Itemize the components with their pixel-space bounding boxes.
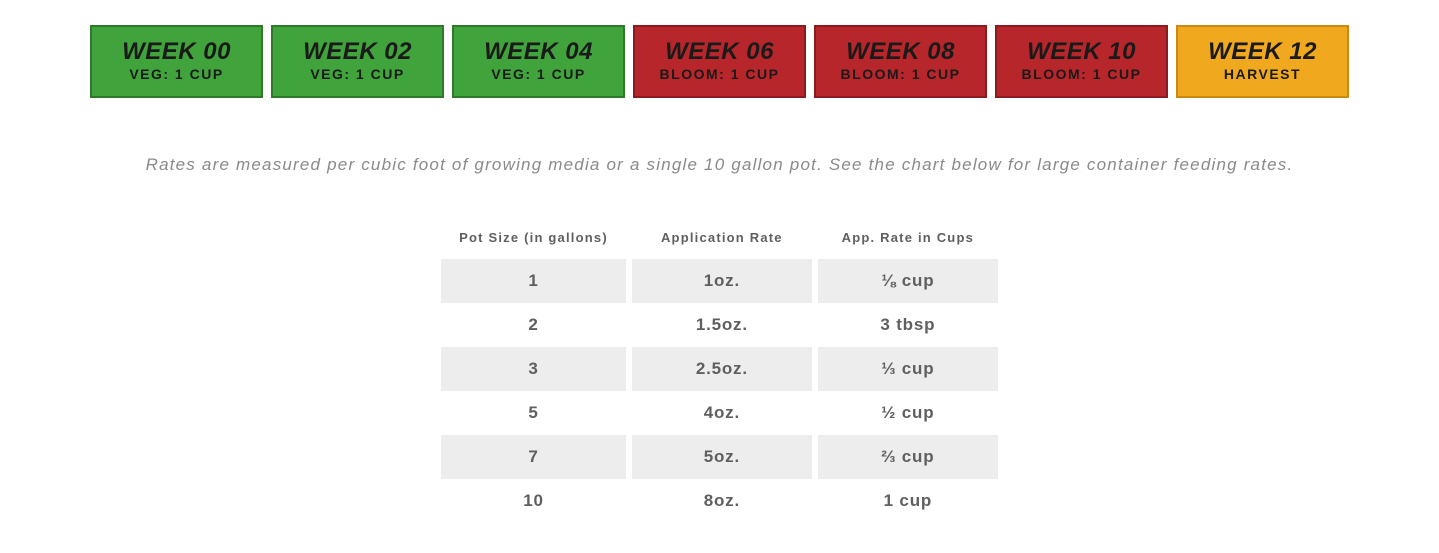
rate-table-cell: 1 [441, 259, 626, 303]
week-title: WEEK 12 [1184, 39, 1341, 64]
week-title: WEEK 10 [1003, 39, 1160, 64]
week-card-0: WEEK 00 VEG: 1 CUP [90, 25, 263, 98]
week-title: WEEK 02 [279, 39, 436, 64]
rate-table-cell: 8oz. [632, 479, 812, 523]
rate-table-cell: 5 [441, 391, 626, 435]
rate-table-header-cell: Application Rate [632, 224, 812, 259]
week-card-3: WEEK 06 BLOOM: 1 CUP [633, 25, 806, 98]
rate-table-cell: 1 cup [818, 479, 998, 523]
rates-note: Rates are measured per cubic foot of gro… [24, 152, 1415, 178]
rate-table-cell: 3 tbsp [818, 303, 998, 347]
rate-table-header-row: Pot Size (in gallons)Application RateApp… [441, 224, 998, 259]
week-card-4: WEEK 08 BLOOM: 1 CUP [814, 25, 987, 98]
week-card-1: WEEK 02 VEG: 1 CUP [271, 25, 444, 98]
week-subtitle: VEG: 1 CUP [460, 66, 617, 82]
rate-table-cell: ½ cup [818, 391, 998, 435]
rate-table-cell: ⅛ cup [818, 259, 998, 303]
week-card-2: WEEK 04 VEG: 1 CUP [452, 25, 625, 98]
week-title: WEEK 00 [98, 39, 255, 64]
week-title: WEEK 04 [460, 39, 617, 64]
week-cards-row: WEEK 00VEG: 1 CUPWEEK 02VEG: 1 CUPWEEK 0… [0, 25, 1439, 98]
week-subtitle: BLOOM: 1 CUP [641, 66, 798, 82]
table-row: 32.5oz.⅓ cup [441, 347, 998, 391]
table-row: 75oz.⅔ cup [441, 435, 998, 479]
rate-table-cell: 10 [441, 479, 626, 523]
rate-table-cell: ⅔ cup [818, 435, 998, 479]
week-subtitle: VEG: 1 CUP [279, 66, 436, 82]
rate-table-body: 11oz.⅛ cup21.5oz.3 tbsp32.5oz.⅓ cup54oz.… [441, 259, 998, 523]
table-row: 54oz.½ cup [441, 391, 998, 435]
rate-table-header-cell: Pot Size (in gallons) [441, 224, 626, 259]
table-row: 11oz.⅛ cup [441, 259, 998, 303]
week-subtitle: HARVEST [1184, 66, 1341, 82]
week-title: WEEK 08 [822, 39, 979, 64]
week-title: WEEK 06 [641, 39, 798, 64]
week-subtitle: VEG: 1 CUP [98, 66, 255, 82]
rate-table-cell: 2.5oz. [632, 347, 812, 391]
week-subtitle: BLOOM: 1 CUP [822, 66, 979, 82]
rate-table-cell: 1.5oz. [632, 303, 812, 347]
table-row: 108oz.1 cup [441, 479, 998, 523]
week-subtitle: BLOOM: 1 CUP [1003, 66, 1160, 82]
rate-table-cell: 3 [441, 347, 626, 391]
rate-table-cell: 1oz. [632, 259, 812, 303]
rate-table-cell: ⅓ cup [818, 347, 998, 391]
rate-table-header-cell: App. Rate in Cups [818, 224, 998, 259]
table-row: 21.5oz.3 tbsp [441, 303, 998, 347]
week-card-5: WEEK 10 BLOOM: 1 CUP [995, 25, 1168, 98]
week-card-6: WEEK 12 HARVEST [1176, 25, 1349, 98]
rate-table-cell: 7 [441, 435, 626, 479]
rate-table-cell: 5oz. [632, 435, 812, 479]
rate-table-cell: 4oz. [632, 391, 812, 435]
rate-table: Pot Size (in gallons)Application RateApp… [435, 224, 1004, 523]
rate-table-cell: 2 [441, 303, 626, 347]
